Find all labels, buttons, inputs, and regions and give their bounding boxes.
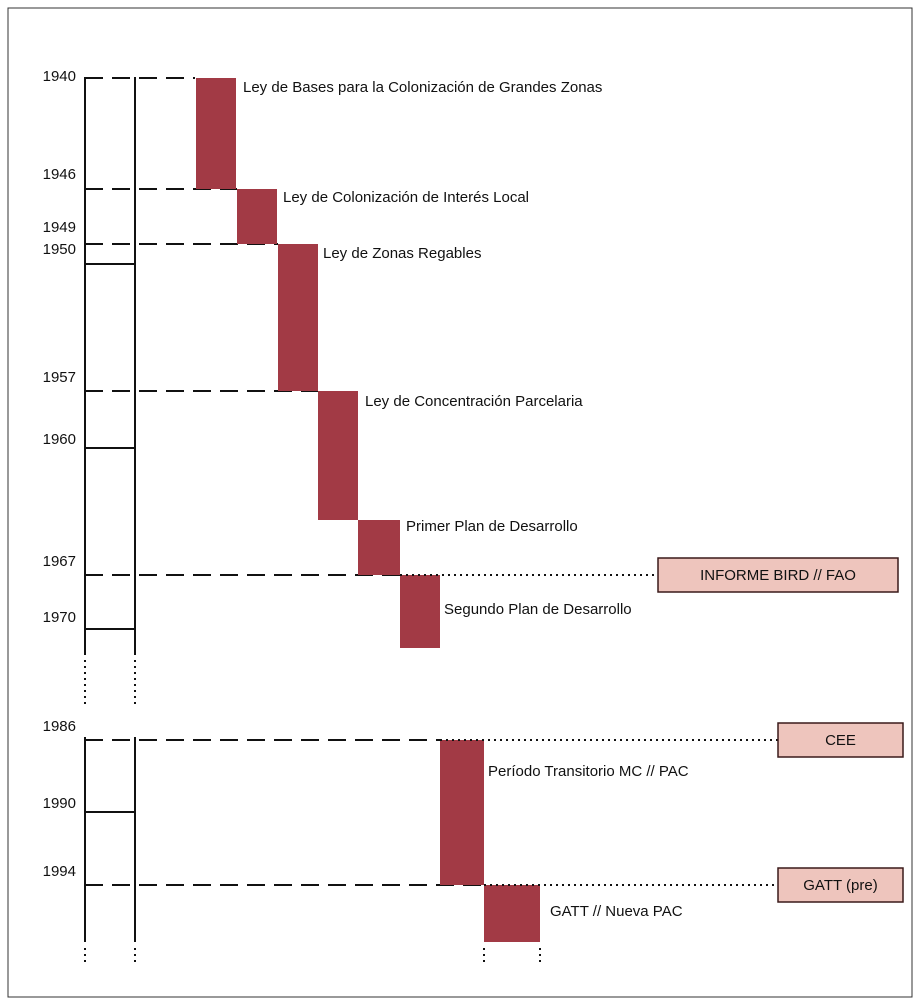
event-label: Período Transitorio MC // PAC	[488, 763, 689, 780]
event-block	[400, 575, 440, 648]
event-block	[196, 78, 236, 189]
event-block	[318, 391, 358, 520]
year-label: 1990	[43, 795, 76, 812]
year-label: 1940	[43, 68, 76, 85]
year-label: 1960	[43, 431, 76, 448]
year-label: 1950	[43, 241, 76, 258]
axis	[84, 77, 541, 962]
year-label: 1957	[43, 369, 76, 386]
year-label: 1986	[43, 718, 76, 735]
milestone-label: CEE	[825, 732, 856, 749]
event-label: Ley de Bases para la Colonización de Gra…	[243, 79, 602, 96]
year-label: 1946	[43, 166, 76, 183]
event-label: Ley de Colonización de Interés Local	[283, 189, 529, 206]
milestone-box	[777, 867, 904, 903]
year-label: 1949	[43, 219, 76, 236]
year-label: 1967	[43, 553, 76, 570]
event-label: Segundo Plan de Desarrollo	[444, 601, 632, 618]
event-label: GATT // Nueva PAC	[550, 903, 683, 920]
event-block	[440, 740, 484, 885]
event-label: Ley de Concentración Parcelaria	[365, 393, 583, 410]
event-block	[278, 244, 318, 391]
event-label: Ley de Zonas Regables	[323, 245, 481, 262]
event-block	[484, 885, 540, 942]
milestone-box	[657, 557, 899, 593]
event-block	[358, 520, 400, 575]
event-label: Primer Plan de Desarrollo	[406, 518, 578, 535]
milestone-box	[777, 722, 904, 758]
year-label: 1970	[43, 609, 76, 626]
frame	[7, 7, 913, 998]
milestone-label: GATT (pre)	[803, 877, 877, 894]
event-block	[237, 189, 277, 244]
milestone-label: INFORME BIRD // FAO	[700, 567, 856, 584]
year-label: 1994	[43, 863, 76, 880]
